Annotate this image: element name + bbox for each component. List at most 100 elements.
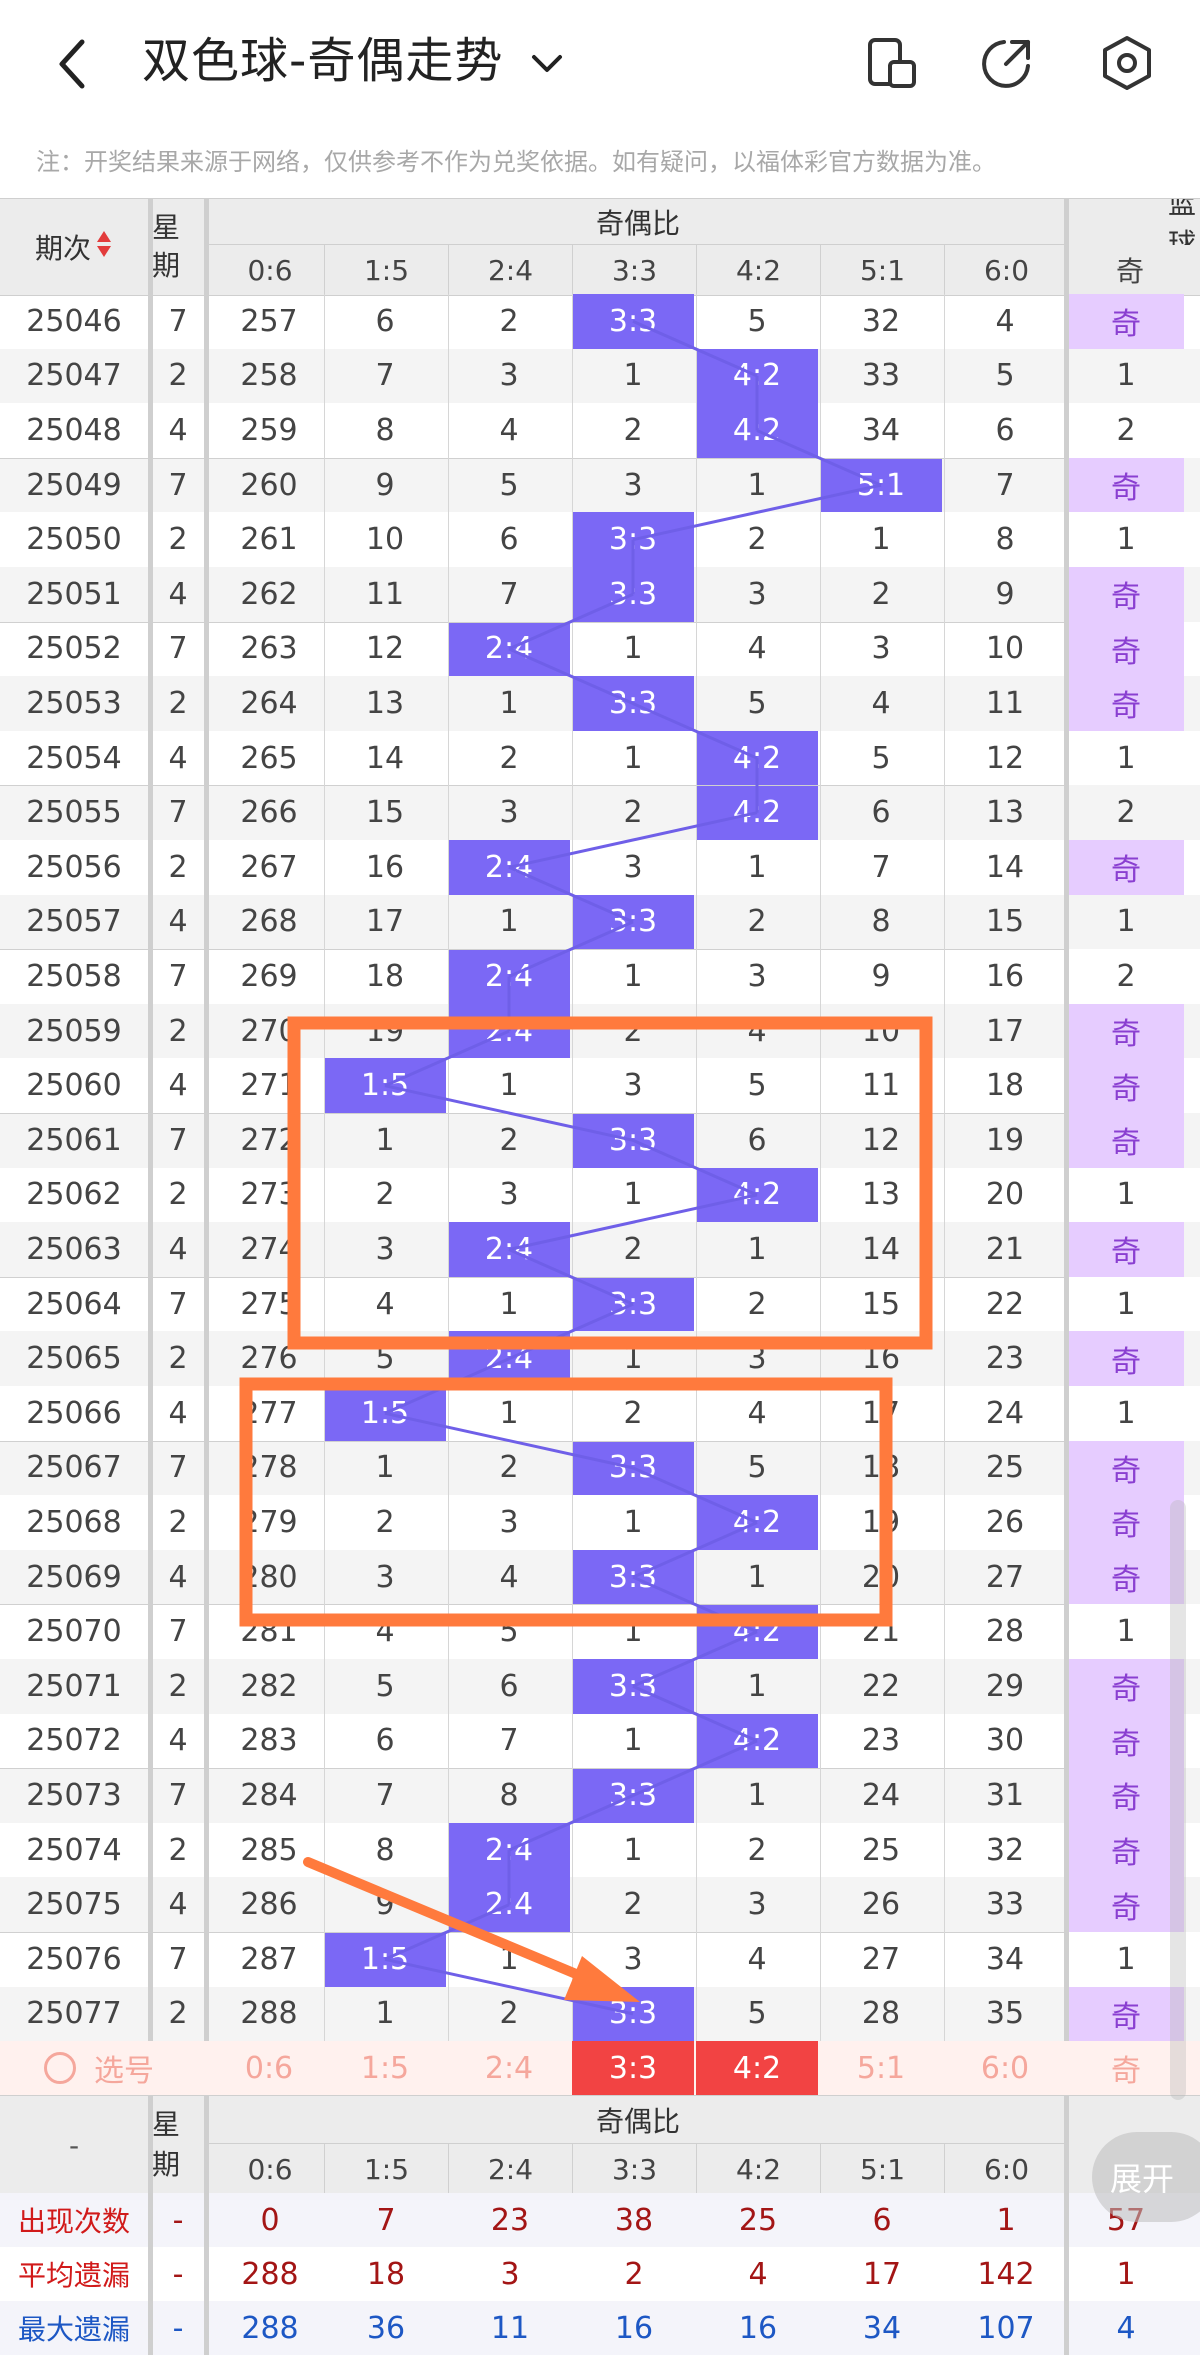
blue-odd-cell: 奇 <box>1068 621 1184 677</box>
stats-value-cell: 25 <box>738 2202 778 2238</box>
pick-option[interactable]: 5:1 <box>856 2050 906 2086</box>
chevron-down-icon[interactable] <box>524 40 570 86</box>
blue-odd-cell: 2 <box>1116 958 1136 994</box>
week-cell: 4 <box>168 1395 188 1431</box>
ratio-miss-cell: 13 <box>861 1177 901 1213</box>
blue-odd-cell: 奇 <box>1068 1113 1184 1168</box>
ratio-highlight-cell: 2:4 <box>448 1877 570 1932</box>
app-header: 双色球-奇偶走势 <box>0 0 1200 128</box>
sort-icon[interactable] <box>95 229 113 266</box>
week-cell: 2 <box>168 1013 188 1049</box>
ratio-miss-cell: 25 <box>861 1832 901 1868</box>
ratio-highlight-cell: 1:5 <box>324 1058 446 1113</box>
group-separator <box>0 457 1068 459</box>
ratio-miss-cell: 2 <box>747 1832 767 1868</box>
week-cell: 4 <box>168 1559 188 1595</box>
back-icon[interactable] <box>48 34 98 94</box>
stats-issue-divider <box>148 2096 153 2195</box>
group-separator <box>0 1604 1068 1606</box>
ratio-miss-cell: 27 <box>861 1941 901 1977</box>
blue-column-header: 奇 <box>1115 255 1144 288</box>
ratio-miss-cell: 4 <box>747 1395 767 1431</box>
scrollbar[interactable] <box>1170 1500 1186 2100</box>
issue-cell: 25070 <box>26 1614 122 1650</box>
column-header-issue[interactable]: 期次 <box>0 199 148 295</box>
week-cell: 2 <box>168 1504 188 1540</box>
group-separator <box>0 1932 1068 1933</box>
ratio-miss-cell: 5 <box>499 1614 519 1650</box>
ratio-miss-cell: 2 <box>747 904 767 940</box>
stats-week-cell: - <box>172 2202 184 2238</box>
settings-icon[interactable] <box>1096 32 1158 94</box>
issue-cell: 25059 <box>26 1013 122 1049</box>
pick-option[interactable]: 2:4 <box>484 2050 534 2086</box>
table-row: 25050 2 261 10 6 3:3 2 1 8 1 <box>0 512 1200 567</box>
pick-label[interactable]: 选号 <box>0 2041 204 2095</box>
ratio-miss-cell: 287 <box>240 1941 298 1977</box>
ratio-miss-cell: 4 <box>375 1614 395 1650</box>
ratio-miss-cell: 285 <box>240 1832 298 1868</box>
ratio-miss-cell: 1 <box>499 1068 519 1104</box>
pick-option[interactable]: 6:0 <box>980 2050 1030 2086</box>
ratio-column-header: 3:3 <box>572 245 696 295</box>
week-cell: 4 <box>168 1231 188 1267</box>
stats-group-header: 奇偶比 <box>208 2096 1068 2145</box>
ratio-miss-cell: 26 <box>861 1887 901 1923</box>
stats-ratio-header: 6:0 <box>944 2144 1068 2195</box>
pick-option[interactable]: 0:6 <box>244 2050 294 2086</box>
stats-ratio-header: 2:4 <box>448 2144 572 2195</box>
ratio-miss-cell: 262 <box>240 576 298 612</box>
pick-row: 选号 0:6 1:5 2:4 3:3 4:2 5:1 6:0 奇 <box>0 2041 1200 2096</box>
ratio-miss-cell: 2 <box>499 1450 519 1486</box>
ratio-miss-cell: 3 <box>623 1941 643 1977</box>
blue-odd-cell: 奇 <box>1068 1768 1184 1823</box>
table-row: 25067 7 278 1 2 3:3 5 18 25 奇 <box>0 1440 1200 1496</box>
blue-odd-cell: 1 <box>1116 522 1136 558</box>
week-cell: 4 <box>168 576 188 612</box>
ratio-miss-cell: 29 <box>985 1668 1025 1704</box>
week-cell: 7 <box>168 467 188 503</box>
table-row: 25061 7 272 1 2 3:3 6 12 19 奇 <box>0 1113 1200 1168</box>
stats-ratio-header: 0:6 <box>247 2152 293 2186</box>
ratio-highlight-cell: 3:3 <box>572 1549 694 1605</box>
pick-option[interactable]: 1:5 <box>360 2050 410 2086</box>
ratio-highlight-cell: 2:4 <box>448 621 570 677</box>
stats-value-cell: 18 <box>366 2256 406 2292</box>
week-cell: 7 <box>168 795 188 831</box>
ratio-miss-cell: 24 <box>985 1395 1025 1431</box>
expand-button[interactable]: 展开 <box>1092 2132 1200 2222</box>
blue-odd-cell: 奇 <box>1068 457 1184 513</box>
share-icon[interactable] <box>976 32 1038 94</box>
ratio-miss-cell: 15 <box>861 1286 901 1322</box>
pick-blue-option[interactable]: 奇 <box>1111 2054 1141 2090</box>
ratio-miss-cell: 12 <box>365 631 405 667</box>
stats-value-cell: 23 <box>490 2202 530 2238</box>
ratio-miss-cell: 265 <box>240 740 298 776</box>
ratio-miss-cell: 281 <box>240 1614 298 1650</box>
ratio-miss-cell: 11 <box>985 685 1025 721</box>
ratio-miss-cell: 1 <box>375 1450 395 1486</box>
blue-odd-cell: 奇 <box>1068 1222 1184 1277</box>
pick-option[interactable]: 3:3 <box>572 2041 694 2096</box>
week-cell: 4 <box>168 1723 188 1759</box>
issue-cell: 25065 <box>26 1341 122 1377</box>
ratio-miss-cell: 23 <box>985 1341 1025 1377</box>
issue-cell: 25067 <box>26 1450 122 1486</box>
ratio-miss-cell: 4 <box>747 1941 767 1977</box>
issue-cell: 25064 <box>26 1286 122 1322</box>
radio-icon[interactable] <box>44 2052 76 2085</box>
page-title[interactable]: 双色球-奇偶走势 <box>142 33 504 89</box>
ratio-column-header: 1:5 <box>324 245 448 295</box>
pick-option[interactable]: 4:2 <box>696 2041 818 2096</box>
rotate-screen-icon[interactable] <box>860 32 922 94</box>
ratio-divider <box>324 294 325 2042</box>
ratio-miss-cell: 17 <box>985 1013 1025 1049</box>
ratio-miss-cell: 25 <box>985 1450 1025 1486</box>
ratio-miss-cell: 3 <box>747 1341 767 1377</box>
stats-blue-cell: 4 <box>1116 2310 1136 2346</box>
ratio-miss-cell: 16 <box>861 1341 901 1377</box>
stats-value-cell: 34 <box>862 2310 902 2346</box>
ratio-miss-cell: 13 <box>365 685 405 721</box>
week-cell: 4 <box>168 904 188 940</box>
blue-odd-cell: 奇 <box>1068 1822 1184 1878</box>
